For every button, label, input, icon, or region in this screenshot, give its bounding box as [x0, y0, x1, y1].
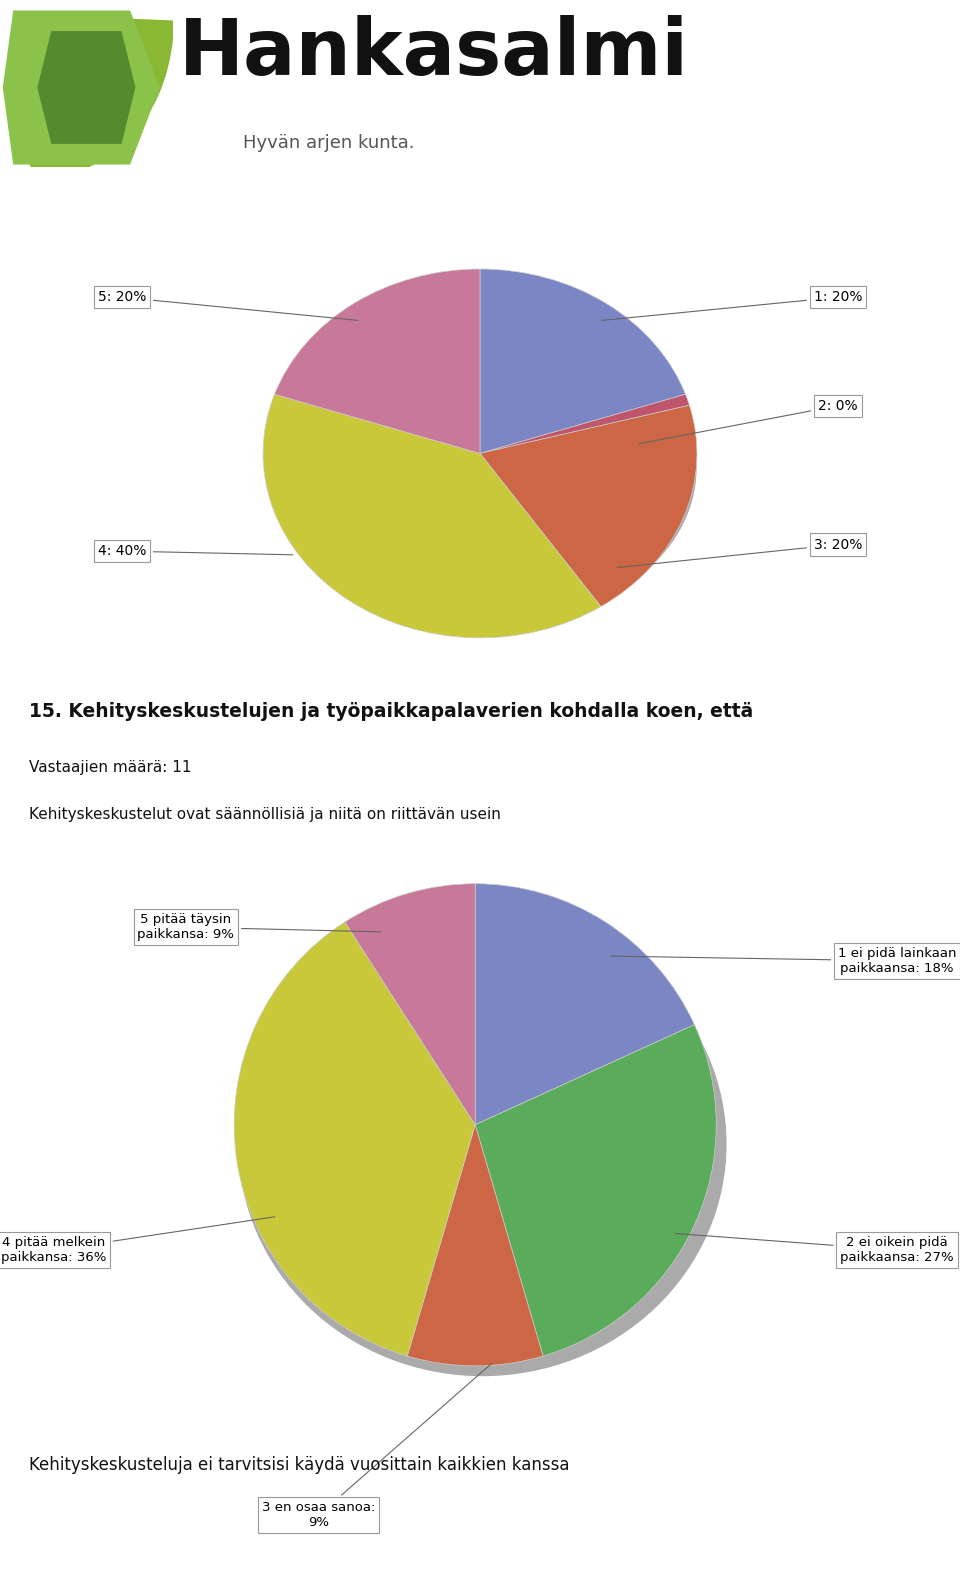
Ellipse shape	[239, 913, 726, 1376]
Ellipse shape	[273, 310, 696, 627]
Text: 3: 20%: 3: 20%	[617, 538, 862, 568]
Text: 4 pitää melkein
paikkansa: 36%: 4 pitää melkein paikkansa: 36%	[1, 1217, 275, 1265]
Wedge shape	[480, 406, 697, 606]
Text: 4: 40%: 4: 40%	[98, 544, 293, 558]
Polygon shape	[4, 11, 159, 164]
Wedge shape	[480, 395, 689, 453]
Wedge shape	[407, 1125, 543, 1365]
Wedge shape	[475, 1025, 716, 1356]
Text: 1: 20%: 1: 20%	[602, 290, 862, 320]
Wedge shape	[475, 883, 694, 1125]
Wedge shape	[234, 923, 475, 1356]
Text: 2 ei oikein pidä
paikkaansa: 27%: 2 ei oikein pidä paikkaansa: 27%	[676, 1233, 954, 1265]
Text: 1 ei pidä lainkaan
paikkaansa: 18%: 1 ei pidä lainkaan paikkaansa: 18%	[611, 947, 956, 975]
Text: Hyvän arjen kunta.: Hyvän arjen kunta.	[243, 134, 415, 153]
Text: Vastaajien määrä: 11: Vastaajien määrä: 11	[29, 760, 191, 775]
Text: 3 en osaa sanoa:
9%: 3 en osaa sanoa: 9%	[262, 1363, 492, 1529]
Text: 2: 0%: 2: 0%	[639, 399, 858, 444]
Wedge shape	[263, 395, 601, 638]
Text: 5: 20%: 5: 20%	[98, 290, 358, 320]
Wedge shape	[345, 883, 475, 1125]
Text: Kehityskeskusteluja ei tarvitsisi käydä vuosittain kaikkien kanssa: Kehityskeskusteluja ei tarvitsisi käydä …	[29, 1456, 569, 1473]
Wedge shape	[480, 269, 685, 453]
Text: 5 pitää täysin
paikkansa: 9%: 5 pitää täysin paikkansa: 9%	[137, 913, 381, 942]
Wedge shape	[275, 269, 480, 453]
Text: Hankasalmi: Hankasalmi	[180, 14, 689, 91]
Text: Kehityskeskustelut ovat säännöllisiä ja niitä on riittävän usein: Kehityskeskustelut ovat säännöllisiä ja …	[29, 807, 501, 821]
Text: 15. Kehityskeskustelujen ja työpaikkapalaverien kohdalla koen, että: 15. Kehityskeskustelujen ja työpaikkapal…	[29, 702, 753, 721]
FancyArrowPatch shape	[23, 18, 175, 186]
Polygon shape	[38, 32, 134, 143]
